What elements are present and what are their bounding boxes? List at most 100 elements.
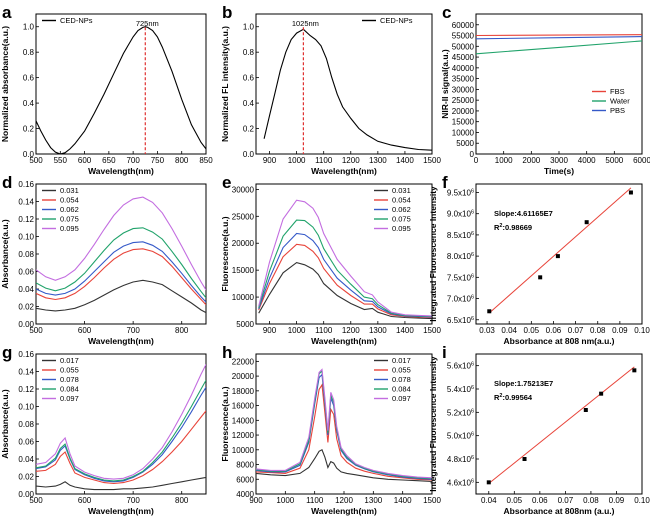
series-line-0.055	[36, 410, 206, 485]
x-tick-label: 750	[151, 156, 165, 165]
legend-label: 0.055	[60, 366, 79, 375]
x-tick-label: 500	[29, 496, 43, 505]
legend-label: 0.017	[392, 356, 411, 365]
y-tick-label: 55000	[452, 32, 475, 41]
y-tick-label: 0.6	[23, 74, 35, 83]
y-tick-label: 8000	[236, 461, 254, 470]
panel-label-g: g	[2, 343, 12, 362]
y-tick-label: 0.06	[18, 438, 34, 447]
x-axis-title: Wavelength(nm)	[88, 506, 154, 516]
x-tick-label: 1000	[495, 156, 513, 165]
y-tick-label: 16000	[232, 402, 255, 411]
y-tick-label: 5.0x106	[447, 432, 474, 441]
x-tick-label: 3000	[550, 156, 568, 165]
y-tick-label: 9.5x106	[447, 188, 474, 197]
series-line-CED-NPs	[263, 28, 432, 151]
x-tick-label: 800	[175, 156, 189, 165]
series-line-0.084	[36, 380, 206, 482]
y-tick-label: 7.5x106	[447, 273, 474, 282]
r2-prefix: R	[494, 393, 500, 402]
r2-value: :0.98669	[502, 223, 532, 232]
y-tick-mantissa: 9.0x10	[447, 210, 472, 219]
series-line-0.017	[36, 476, 206, 491]
legend-label: 0.031	[60, 186, 79, 195]
series-line-PBS	[476, 36, 642, 40]
y-tick-label: 0.16	[18, 350, 34, 359]
slope-annotation: Slope:1.75213E7	[494, 379, 553, 388]
x-tick-label: 600	[78, 496, 92, 505]
panel-i: i0.04 0.05 0.06 0.07 0.08 0.09 0.104.6x1064.8x…	[428, 343, 650, 516]
y-tick-label: 0.10	[18, 403, 34, 412]
data-layer	[36, 364, 206, 491]
y-axis-title: Normalized absorbance(a.u.)	[0, 26, 10, 142]
series-line-0.062	[258, 232, 432, 318]
y-axis-title: NIR-II signal(a.u.)	[440, 49, 450, 119]
panel-c: c0 1000 2000 3000 4000 5000 600005000100001500…	[440, 3, 650, 176]
data-layer	[476, 34, 642, 55]
y-axis-title: Absorbance(a.u.)	[0, 219, 10, 289]
x-tick-label: 1100	[306, 496, 324, 505]
y-tick-label: 40000	[452, 64, 475, 73]
series-line-0.017	[256, 449, 432, 483]
y-tick-label: 5000	[236, 320, 254, 329]
data-layer	[36, 196, 206, 314]
legend-label: 0.078	[392, 375, 411, 384]
y-tick-label: 0.2	[243, 125, 255, 134]
y-tick-exponent: 6	[471, 478, 474, 484]
y-tick-label: 30000	[452, 85, 475, 94]
peak-marker-label: 725nm	[136, 19, 159, 28]
series-line-0.055	[256, 383, 432, 481]
y-tick-label: 0.0	[243, 150, 255, 159]
x-tick-label: 600	[78, 156, 92, 165]
y-tick-exponent: 6	[471, 362, 474, 368]
y-tick-label: 0.08	[18, 420, 34, 429]
legend-label: Water	[610, 97, 630, 106]
panel-label-a: a	[2, 3, 12, 22]
x-tick-label: 700	[126, 496, 140, 505]
x-tick-label: 1000	[288, 326, 306, 335]
series-line-0.075	[258, 219, 432, 318]
legend-label: 0.075	[392, 215, 411, 224]
y-tick-label: 7.0x106	[447, 295, 474, 304]
series-line-0.095	[36, 196, 206, 291]
panel-d: d 500 600 700 800 0.00 0.02 0.04 0.06 0.08 0.10 0.1…	[0, 173, 207, 346]
x-tick-label: 0.07	[568, 326, 584, 335]
series-line-0.097	[256, 368, 432, 479]
y-tick-label: 0.04	[18, 455, 34, 464]
data-point	[584, 220, 589, 225]
y-tick-label: 0.4	[243, 99, 255, 108]
series-line-0.084	[256, 369, 432, 480]
legend-label: 0.062	[60, 205, 79, 214]
x-tick-label: 4000	[578, 156, 596, 165]
x-tick-label: 0.03	[479, 326, 495, 335]
x-tick-label: 0.10	[634, 326, 650, 335]
y-tick-label: 18000	[232, 387, 255, 396]
slope-prefix: Slope:	[494, 379, 517, 388]
series-line-0.075	[36, 227, 206, 299]
series-line-0.031	[258, 261, 432, 320]
series-line-0.078	[36, 387, 206, 483]
legend-label: 0.017	[60, 356, 79, 365]
x-tick-label: 1400	[394, 496, 412, 505]
legend-label: 0.084	[60, 385, 79, 394]
y-tick-exponent: 6	[471, 273, 474, 279]
data-point	[538, 275, 543, 280]
y-tick-mantissa: 8.0x10	[447, 252, 472, 261]
y-tick-label: 0.6	[243, 74, 255, 83]
plot-frame-e	[255, 183, 433, 325]
x-tick-label: 1300	[369, 326, 387, 335]
x-tick-label: 500	[29, 326, 43, 335]
x-tick-label: 500	[29, 156, 43, 165]
y-tick-label: 0.04	[18, 285, 34, 294]
plot-frame-b	[255, 13, 433, 155]
legend-label: 0.097	[392, 394, 411, 403]
panel-h: h 900 1000 1100 1200 1300 1400 1500 4000 6000 8000…	[220, 343, 441, 516]
x-tick-label: 1400	[396, 326, 414, 335]
legend-label: 0.075	[60, 215, 79, 224]
x-tick-label: 0.05	[524, 326, 540, 335]
y-tick-label: 0.0	[23, 150, 35, 159]
panel-label-d: d	[2, 173, 12, 192]
x-tick-label: 1500	[423, 156, 441, 165]
y-tick-label: 20000	[232, 239, 255, 248]
y-tick-mantissa: 4.8x10	[447, 455, 472, 464]
